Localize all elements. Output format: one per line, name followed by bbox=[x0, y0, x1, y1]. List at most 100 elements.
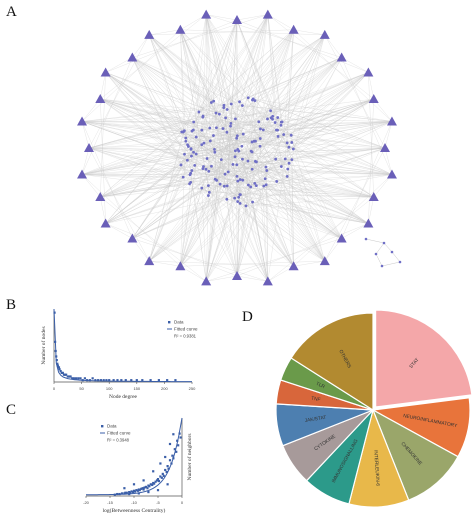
hub-node bbox=[100, 67, 111, 77]
network-edge bbox=[206, 14, 240, 102]
network-node bbox=[246, 183, 250, 187]
network-node bbox=[229, 102, 233, 106]
network-edge bbox=[230, 34, 325, 124]
network-edge bbox=[180, 29, 210, 193]
network-node bbox=[398, 260, 402, 264]
network-edge bbox=[100, 171, 229, 198]
network-edge bbox=[149, 161, 256, 262]
network-edge bbox=[82, 174, 257, 186]
network-edge bbox=[82, 174, 241, 195]
network-edge bbox=[132, 57, 279, 137]
data-point bbox=[55, 355, 58, 358]
network-edge bbox=[236, 223, 369, 277]
data-point bbox=[141, 379, 144, 382]
network-edge bbox=[132, 238, 268, 282]
data-point bbox=[166, 465, 169, 468]
network-node bbox=[250, 140, 254, 144]
network-edge bbox=[100, 98, 238, 136]
network-edge bbox=[206, 14, 241, 204]
network-edge bbox=[277, 117, 393, 175]
network-node bbox=[212, 134, 215, 137]
network-edge bbox=[149, 34, 277, 131]
hub-node bbox=[262, 276, 273, 286]
network-edge bbox=[391, 251, 401, 263]
legend-marker-data bbox=[168, 321, 171, 324]
network-edge bbox=[100, 183, 190, 198]
network-edge bbox=[263, 186, 294, 267]
data-point bbox=[159, 462, 162, 465]
network-edge bbox=[88, 147, 238, 177]
network-node bbox=[217, 112, 221, 116]
network-node bbox=[207, 190, 211, 194]
network-node bbox=[183, 152, 186, 156]
network-edge bbox=[287, 34, 325, 177]
network-edge bbox=[226, 57, 342, 133]
data-point bbox=[56, 364, 59, 367]
network-node bbox=[253, 181, 257, 185]
network-edge bbox=[88, 147, 184, 178]
data-point bbox=[149, 483, 152, 486]
network-node bbox=[364, 237, 368, 241]
network-edge bbox=[100, 72, 106, 197]
data-point bbox=[105, 379, 108, 382]
network-edge bbox=[105, 140, 211, 224]
network-edge bbox=[190, 149, 294, 267]
network-edge bbox=[240, 121, 393, 180]
network-edge bbox=[105, 223, 133, 239]
network-edge bbox=[201, 29, 294, 189]
data-point bbox=[69, 375, 72, 378]
network-edge bbox=[375, 242, 385, 255]
network-edge bbox=[149, 34, 212, 103]
network-edge bbox=[191, 170, 392, 175]
data-point bbox=[179, 436, 182, 439]
network-edge bbox=[276, 129, 342, 239]
hub-node bbox=[84, 143, 94, 152]
data-point bbox=[112, 379, 115, 382]
network-edge bbox=[100, 99, 106, 224]
network-edge bbox=[242, 29, 294, 160]
network-node bbox=[222, 184, 226, 188]
network-edge bbox=[236, 275, 268, 282]
network-edge bbox=[266, 170, 268, 282]
data-point bbox=[128, 491, 131, 494]
network-edge bbox=[132, 185, 257, 239]
network-node bbox=[235, 163, 239, 167]
x-axis-label: Node degree bbox=[109, 394, 138, 400]
network-node bbox=[225, 184, 229, 188]
network-node bbox=[201, 115, 205, 119]
data-point bbox=[74, 377, 78, 380]
network-edge bbox=[234, 29, 294, 199]
network-node bbox=[244, 204, 248, 208]
network-edge bbox=[237, 149, 369, 224]
network-node bbox=[210, 164, 213, 168]
network-edge bbox=[206, 14, 238, 21]
network-node bbox=[207, 169, 211, 173]
network-edge bbox=[180, 29, 237, 165]
network-edge bbox=[384, 121, 393, 149]
network-edge bbox=[105, 173, 191, 224]
pie-slice-label: TLR bbox=[315, 381, 326, 391]
network-node bbox=[265, 169, 269, 172]
network-node bbox=[193, 163, 197, 167]
network-edge bbox=[203, 143, 238, 277]
network-edge bbox=[206, 117, 226, 282]
data-point bbox=[162, 474, 165, 477]
network-node bbox=[235, 175, 239, 178]
network-edge bbox=[132, 57, 261, 130]
network-node bbox=[233, 155, 237, 159]
network-edge bbox=[100, 196, 207, 282]
x-tick-label: 150 bbox=[133, 386, 140, 391]
network-edge bbox=[81, 121, 133, 239]
network-node bbox=[221, 127, 225, 130]
network-edge bbox=[82, 121, 282, 167]
network-edge bbox=[180, 164, 234, 267]
data-point bbox=[135, 379, 138, 382]
network-node bbox=[263, 177, 267, 181]
network-node bbox=[276, 135, 280, 138]
hub-node bbox=[319, 256, 330, 266]
network-edge bbox=[149, 34, 182, 132]
network-edge bbox=[196, 19, 238, 155]
network-edge bbox=[211, 102, 268, 282]
data-point bbox=[143, 486, 146, 489]
hub-node bbox=[288, 24, 299, 34]
